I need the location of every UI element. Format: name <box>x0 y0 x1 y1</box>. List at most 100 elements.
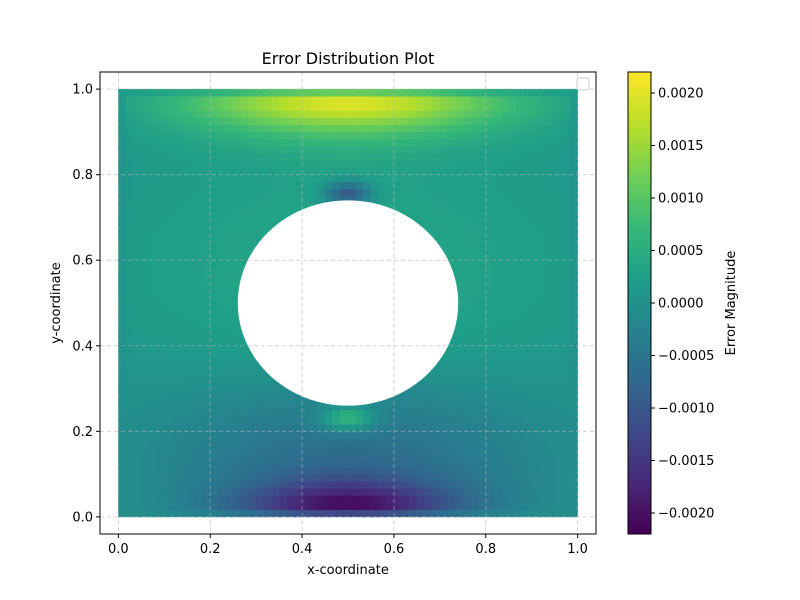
field-cell <box>171 231 180 240</box>
field-cell <box>133 309 142 318</box>
field-cell <box>546 359 555 368</box>
field-cell <box>500 231 510 240</box>
field-cell <box>194 96 203 104</box>
field-cell <box>493 167 502 175</box>
field-cell <box>546 224 555 232</box>
field-cell <box>470 473 479 482</box>
field-cell <box>439 110 448 118</box>
field-cell <box>500 260 510 268</box>
field-cell <box>401 195 410 204</box>
field-cell <box>202 210 211 218</box>
field-cell <box>340 174 349 183</box>
field-cell <box>225 295 234 304</box>
field-cell <box>217 495 226 503</box>
field-cell <box>447 466 456 475</box>
field-cell <box>278 138 288 147</box>
field-cell <box>340 409 349 418</box>
field-cell <box>554 267 563 275</box>
field-cell <box>340 167 349 175</box>
field-cell <box>255 110 265 118</box>
field-cell <box>248 352 257 361</box>
field-cell <box>141 509 150 518</box>
field-cell <box>546 238 555 247</box>
field-cell <box>355 502 364 511</box>
field-cell <box>141 481 150 489</box>
field-cell <box>531 309 540 318</box>
field-cell <box>309 509 318 518</box>
field-cell <box>363 481 372 489</box>
field-cell <box>500 131 510 140</box>
field-cell <box>416 145 425 154</box>
field-cell <box>523 124 532 133</box>
field-cell <box>225 395 234 404</box>
field-cell <box>332 459 341 468</box>
field-cell <box>232 153 242 161</box>
field-cell <box>355 181 364 190</box>
field-cell <box>194 352 203 361</box>
field-cell <box>562 395 571 404</box>
field-cell <box>324 416 333 425</box>
field-cell <box>171 481 180 489</box>
field-cell <box>187 224 196 232</box>
field-cell <box>148 103 157 111</box>
field-cell <box>133 409 142 418</box>
field-cell <box>447 438 456 446</box>
field-cell <box>118 359 127 368</box>
field-cell <box>539 488 548 496</box>
field-cell <box>523 224 532 232</box>
field-cell <box>462 295 471 304</box>
field-cell <box>148 138 157 147</box>
field-cell <box>416 117 425 126</box>
field-cell <box>240 431 249 439</box>
field-cell <box>539 153 548 161</box>
field-cell <box>148 416 157 425</box>
field-cell <box>210 381 219 389</box>
field-cell <box>317 188 326 197</box>
field-cell <box>248 459 257 468</box>
field-cell <box>179 424 188 432</box>
field-cell <box>225 103 234 111</box>
field-cell <box>171 245 180 254</box>
field-cell <box>248 160 257 168</box>
field-cell <box>409 88 418 97</box>
field-cell <box>164 416 173 425</box>
field-cell <box>539 424 548 432</box>
field-cell <box>225 374 234 382</box>
field-cell <box>454 473 464 482</box>
field-cell <box>539 110 548 118</box>
field-cell <box>485 416 494 425</box>
field-cell <box>370 181 379 190</box>
field-cell <box>210 338 219 347</box>
field-cell <box>210 124 219 133</box>
field-cell <box>531 424 540 432</box>
field-cell <box>118 445 127 454</box>
field-cell <box>133 252 142 261</box>
field-cell <box>187 459 196 468</box>
field-cell <box>554 131 563 140</box>
field-cell <box>340 402 349 411</box>
field-cell <box>531 238 540 247</box>
field-cell <box>156 488 165 496</box>
field-cell <box>539 324 548 332</box>
field-cell <box>294 167 303 175</box>
field-cell <box>286 424 295 432</box>
field-cell <box>539 238 548 247</box>
field-cell <box>508 374 517 382</box>
field-cell <box>263 374 272 382</box>
field-cell <box>531 153 540 161</box>
field-cell <box>546 374 555 382</box>
field-cell <box>370 402 379 411</box>
field-cell <box>133 188 142 197</box>
field-cell <box>378 138 387 147</box>
field-cell <box>271 402 280 411</box>
field-cell <box>171 124 180 133</box>
field-cell <box>546 210 555 218</box>
field-cell <box>194 210 203 218</box>
field-cell <box>447 445 456 454</box>
field-cell <box>554 309 563 318</box>
field-cell <box>232 445 242 454</box>
field-cell <box>462 88 471 97</box>
field-cell <box>187 103 196 111</box>
field-cell <box>294 188 303 197</box>
field-cell <box>470 281 479 290</box>
